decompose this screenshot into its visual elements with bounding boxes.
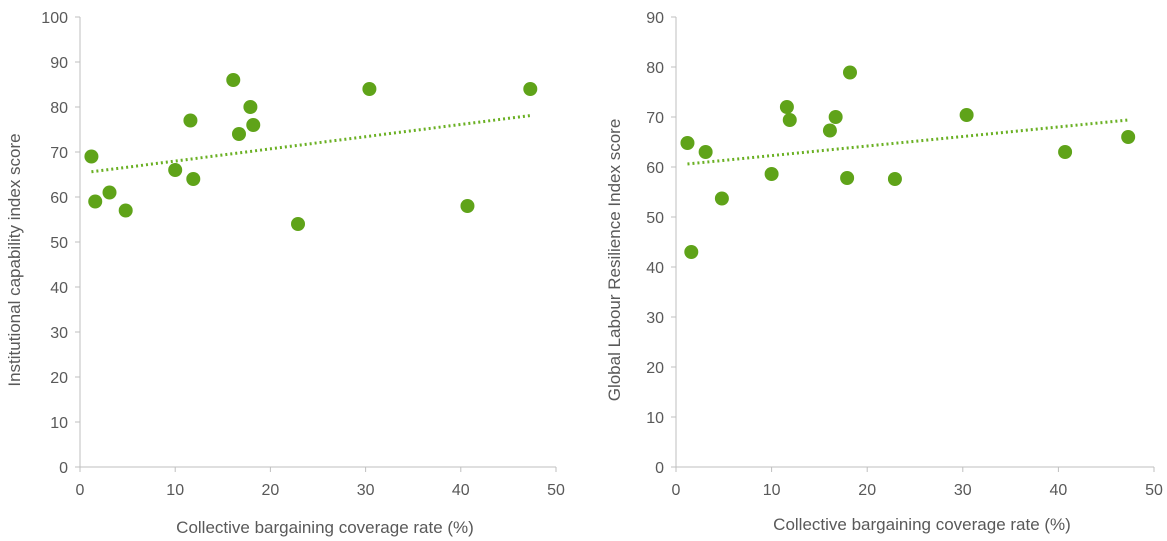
data-point (168, 163, 183, 177)
data-point (84, 149, 99, 164)
data-point (523, 82, 538, 96)
y-axis-title: Global Labour Resilience Index score (605, 119, 624, 402)
x-tick-label: 30 (954, 482, 972, 499)
data-point (186, 172, 201, 186)
x-tick-label: 10 (166, 482, 184, 499)
data-point (698, 145, 713, 159)
trendline (91, 114, 531, 174)
data-point (246, 118, 261, 132)
data-point (460, 199, 475, 213)
data-point (226, 73, 241, 87)
y-tick-label: 70 (646, 110, 664, 127)
x-tick-label: 50 (1145, 482, 1163, 499)
y-tick-label: 30 (646, 310, 664, 327)
trendline (687, 118, 1129, 166)
data-point (842, 65, 857, 80)
x-tick-label: 20 (262, 482, 280, 499)
y-tick-label: 10 (50, 415, 68, 432)
data-point (183, 113, 198, 128)
data-point (828, 110, 843, 124)
x-tick-label: 40 (1050, 482, 1068, 499)
x-tick-label: 0 (76, 482, 85, 499)
y-tick-label: 80 (646, 60, 664, 77)
x-tick-label: 10 (763, 482, 781, 499)
data-point (822, 123, 837, 138)
y-tick-label: 100 (41, 10, 68, 27)
x-axis-title: Collective bargaining coverage rate (%) (176, 518, 474, 537)
data-point (231, 127, 246, 141)
x-tick-label: 0 (672, 482, 681, 499)
y-tick-label: 60 (646, 160, 664, 177)
y-tick-label: 10 (646, 410, 664, 427)
y-tick-label: 80 (50, 100, 68, 117)
y-tick-label: 30 (50, 325, 68, 342)
y-tick-label: 0 (59, 460, 68, 477)
y-axis-title: Institutional capability index score (5, 133, 24, 386)
data-point (243, 100, 258, 114)
data-point (764, 167, 779, 181)
data-point (88, 194, 103, 209)
y-tick-label: 40 (50, 280, 68, 297)
y-tick-label: 90 (50, 55, 68, 72)
data-point (840, 171, 855, 185)
data-point (102, 185, 117, 200)
data-point (362, 82, 377, 96)
data-point (714, 191, 729, 206)
data-point (1121, 130, 1136, 144)
data-point (684, 245, 699, 259)
x-axis-title: Collective bargaining coverage rate (%) (773, 515, 1071, 534)
data-point (680, 136, 695, 150)
data-point (959, 108, 974, 122)
x-tick-label: 50 (547, 482, 565, 499)
data-point (291, 217, 306, 231)
chart-2: 0 10 20 30 40 50 60 70 80 90 0 10 20 30 40 50 Collective… (605, 10, 1163, 534)
data-point (1058, 145, 1073, 159)
data-point (118, 203, 133, 218)
y-tick-label: 20 (646, 360, 664, 377)
data-point (782, 113, 797, 127)
y-tick-label: 50 (50, 235, 68, 252)
data-point (887, 172, 902, 186)
y-tick-label: 90 (646, 10, 664, 27)
x-tick-label: 40 (452, 482, 470, 499)
y-tick-label: 40 (646, 260, 664, 277)
chart-1: 0 10 20 30 40 50 60 70 80 90 100 0 10 20 30 40 50 Collect… (5, 10, 565, 537)
y-tick-label: 50 (646, 210, 664, 227)
x-tick-label: 30 (357, 482, 375, 499)
y-tick-label: 0 (655, 460, 664, 477)
data-point (779, 100, 794, 114)
x-tick-label: 20 (858, 482, 876, 499)
y-tick-label: 60 (50, 190, 68, 207)
y-tick-label: 70 (50, 145, 68, 162)
y-tick-label: 20 (50, 370, 68, 387)
